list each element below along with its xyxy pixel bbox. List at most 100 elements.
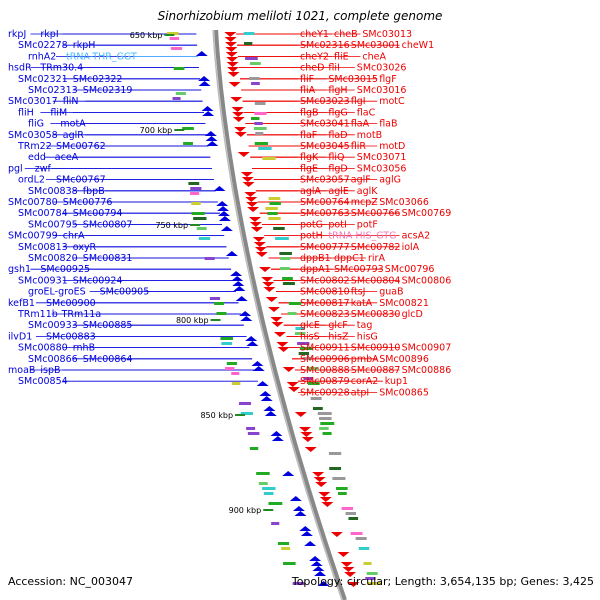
right-gene-label: SMc03001 (351, 40, 401, 51)
right-strand-gene (237, 152, 250, 157)
annotation-block (231, 382, 241, 385)
annotation-block (279, 267, 290, 270)
annotation-block (338, 492, 347, 495)
annotation-block (273, 227, 285, 230)
annotation-block (268, 502, 283, 505)
right-gene-label: SMc00810 (300, 287, 350, 298)
left-gene-label: rkpH (73, 40, 96, 51)
right-gene-label: SMc00910 (351, 343, 401, 354)
annotation-block (335, 487, 348, 490)
right-gene-label: fliQ (328, 152, 344, 163)
left-gene-label: fliM (50, 107, 67, 118)
left-gene-label: SMc00905 (100, 287, 150, 298)
left-strand-gene (271, 436, 284, 441)
right-gene-label: aglA (300, 186, 321, 197)
right-strand-gene (276, 342, 289, 347)
left-gene-label: ispB (40, 365, 60, 376)
annotation-block (254, 122, 263, 125)
right-strand-gene (304, 447, 317, 452)
annotation-block (287, 312, 297, 315)
left-strand-gene (205, 136, 218, 141)
right-strand-gene (250, 227, 263, 232)
right-gene-label: SMc00888 (300, 365, 350, 376)
scale-ruler: 650 kbp 700 kbp 750 kbp 800 kbp 850 kbp 900 k… (130, 31, 274, 515)
right-strand-gene (226, 57, 239, 62)
annotation-block (175, 92, 186, 95)
right-strand-gene (337, 552, 350, 557)
left-strand-gene (292, 506, 305, 511)
left-strand-gene (201, 106, 214, 111)
annotation-block (253, 127, 267, 130)
left-strand-gene (230, 271, 243, 276)
right-gene-label: aglF (351, 175, 371, 186)
annotation-block (308, 382, 320, 385)
annotation-block (292, 582, 305, 585)
right-gene-label: SMc03016 (357, 85, 407, 96)
right-strand-gene (321, 502, 334, 507)
right-strand-gene (342, 567, 355, 572)
annotation-block (271, 522, 280, 525)
right-gene-label: aglG (379, 175, 401, 186)
annotation-block (246, 427, 256, 430)
left-gene-label: SMc00813 (18, 242, 68, 253)
right-gene-label: cheA (362, 51, 386, 62)
left-gene-label: SMc00854 (18, 376, 68, 387)
right-gene-label: flgG (328, 107, 347, 118)
annotation-block (238, 402, 252, 405)
annotation-block (226, 362, 238, 365)
left-gene-label: SMc02322 (73, 74, 123, 85)
annotation-block (317, 412, 332, 415)
left-gene-label: rnhA2 (28, 51, 56, 62)
left-strand-gene (294, 511, 307, 516)
left-gene-label: SMc00831 (83, 253, 133, 264)
right-strand-gene (245, 197, 258, 202)
annotation-block (283, 562, 296, 565)
annotation-block (193, 217, 207, 220)
right-strand-gene (271, 322, 284, 327)
annotation-block (245, 57, 258, 60)
genome-track (167, 29, 381, 600)
left-gene-label: SMc00925 (40, 264, 90, 275)
genome-backbone (214, 29, 347, 600)
left-strand-gene (289, 496, 302, 501)
annotation-block (322, 432, 332, 435)
annotation-block (268, 217, 281, 220)
right-strand-gene (261, 277, 274, 282)
annotation-block (312, 407, 323, 410)
left-gene-label: TRm11b (17, 309, 58, 320)
right-strand-gene (248, 217, 261, 222)
right-gene-label: SMc00886 (402, 365, 452, 376)
left-strand-gene (246, 341, 259, 346)
left-strand-gene (216, 201, 229, 206)
annotation-block (249, 447, 259, 450)
right-gene-label: SMc03023 (300, 96, 350, 107)
right-gene-label: SMc00911 (300, 343, 350, 354)
right-strand-gene (227, 67, 240, 72)
right-gene-label: SMc00865 (379, 387, 429, 398)
ruler-label: 850 kbp (200, 411, 233, 420)
annotation-block (173, 67, 185, 70)
annotation-block (196, 227, 207, 230)
right-strand-gene (313, 477, 326, 482)
right-gene-label: guaB (379, 287, 403, 298)
annotation-block (310, 397, 322, 400)
left-gene-label: moaB (8, 365, 35, 376)
annotation-block (363, 562, 372, 565)
left-strand-gene (220, 226, 233, 231)
left-gene-label: chrA (63, 231, 85, 242)
right-gene-label: fliA (300, 85, 316, 96)
left-strand-gene (270, 431, 283, 436)
right-strand-gene (312, 472, 325, 477)
left-gene-label: SMc00799 (8, 231, 58, 242)
annotation-block (306, 367, 319, 370)
right-strand-gene (224, 42, 237, 47)
left-strand-gene (217, 206, 230, 211)
annotation-block (220, 337, 233, 340)
right-gene-label: SMc00766 (351, 208, 401, 219)
right-strand-gene (299, 427, 312, 432)
annotation-block (250, 117, 260, 120)
left-gene-label: SMc02313 (28, 85, 78, 96)
left-strand-gene (240, 316, 253, 321)
